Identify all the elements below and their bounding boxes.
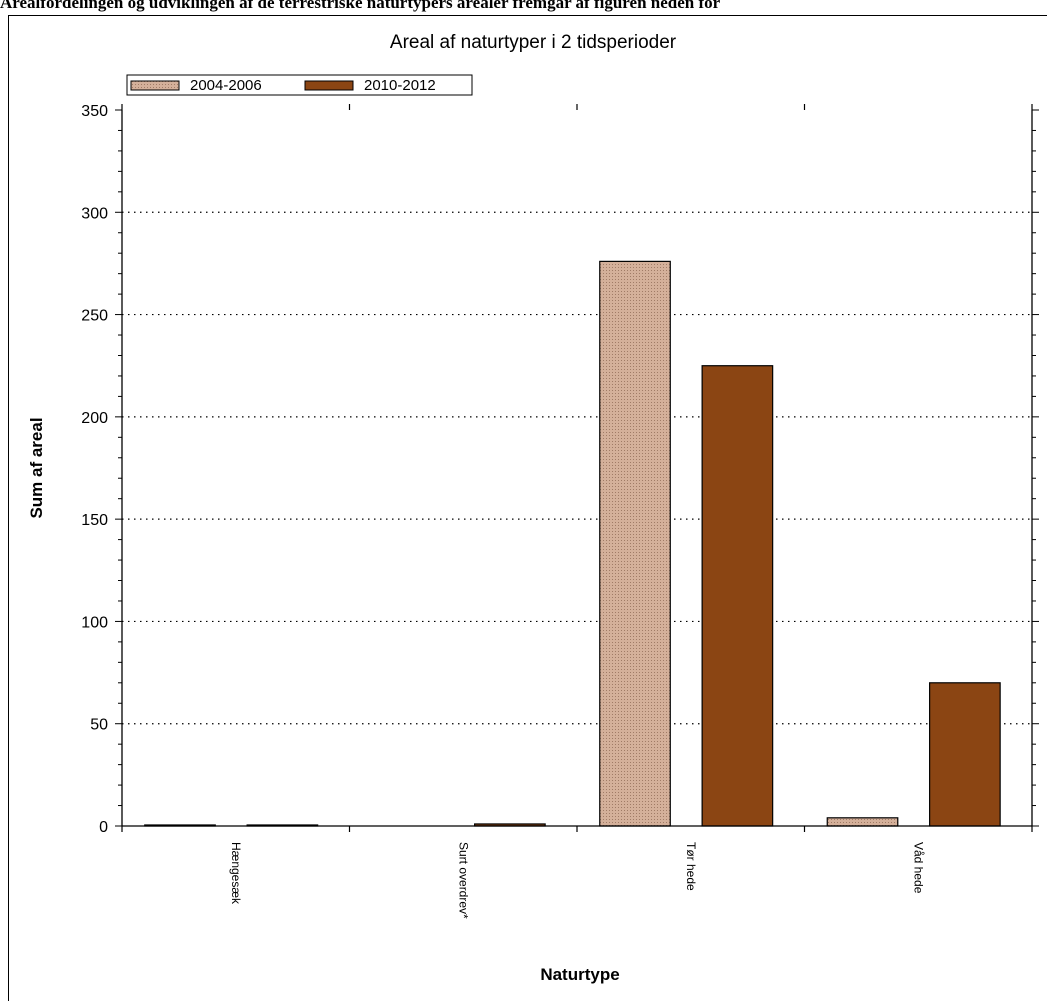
y-tick-label: 0 (99, 819, 108, 836)
y-tick-label: 200 (81, 410, 108, 427)
x-category-label: Våd hede (911, 842, 925, 894)
y-tick-label: 350 (81, 103, 108, 120)
bar-2004-2006-Våd hede (826, 817, 899, 827)
legend-swatch (304, 80, 354, 91)
chart-title: Areal af naturtyper i 2 tidsperioder (390, 32, 677, 53)
x-category-label: Tør hede (684, 842, 698, 891)
x-category-label: Hængesæk (229, 842, 243, 905)
bar-2010-2012-Våd hede (929, 682, 1001, 827)
chart-frame (8, 15, 1047, 1001)
bars (144, 260, 1001, 827)
bar-2010-2012-Tør hede (701, 365, 774, 827)
y-tick-label: 50 (90, 717, 108, 734)
y-axis-title: Sum af areal (27, 417, 46, 518)
gridlines (122, 211, 1032, 725)
legend: 2004-2006 2010-2012 (126, 74, 473, 96)
x-axis-title: Naturtype (540, 965, 619, 984)
x-category-labels: Hængesæk Surt overdrev* Tør hede Våd hede (229, 842, 926, 919)
legend-label: 2004-2006 (190, 77, 262, 94)
y-tick-label: 300 (81, 205, 108, 222)
y-tick-label: 250 (81, 308, 108, 325)
y-tick-label: 150 (81, 512, 108, 529)
legend-box (126, 74, 473, 96)
legend-label: 2010-2012 (364, 77, 436, 94)
x-category-label: Surt overdrev* (456, 842, 470, 919)
legend-swatch (130, 80, 180, 91)
page-caption: Arealfordelingen og udviklingen af de te… (0, 0, 721, 12)
bar-2004-2006-Tør hede (599, 260, 671, 827)
axes (115, 104, 1039, 832)
y-tick-label: 100 (81, 614, 108, 631)
y-tick-labels: 0 50 100 150 200 250 300 350 (81, 103, 108, 836)
